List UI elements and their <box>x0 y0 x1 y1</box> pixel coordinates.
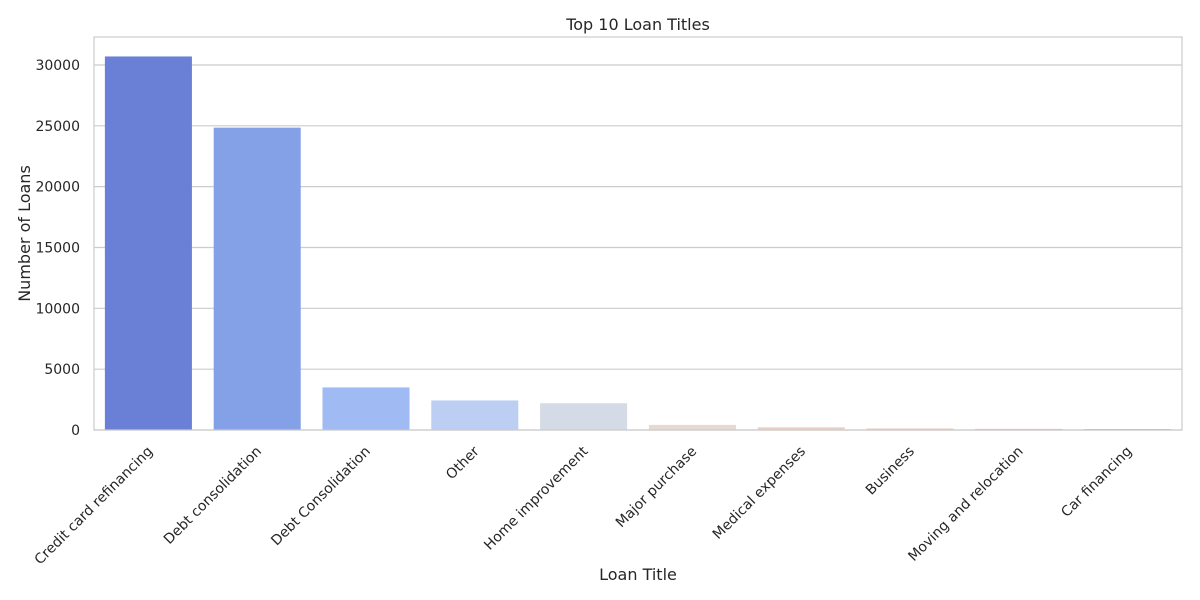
bar-medical-expenses <box>757 427 845 430</box>
chart-title: Top 10 Loan Titles <box>565 15 710 34</box>
x-tick-label: Business <box>863 444 918 499</box>
y-tick-label: 15000 <box>35 240 80 256</box>
bar-debt-consolidation <box>213 127 301 430</box>
y-tick-label: 30000 <box>35 58 80 74</box>
x-tick-label: Debt Consolidation <box>268 444 374 550</box>
x-tick-label: Debt consolidation <box>161 444 265 548</box>
bar-business <box>866 428 954 430</box>
bar-other <box>431 400 519 430</box>
bar-home-improvement <box>540 403 628 430</box>
x-axis-title: Loan Title <box>599 565 677 584</box>
x-tick-label: Moving and relocation <box>905 444 1026 565</box>
bars <box>104 56 1172 430</box>
x-tick-labels: Credit card refinancing Debt consolidatio… <box>32 443 1136 568</box>
plot-frame <box>93 36 1183 431</box>
y-tick-label: 10000 <box>35 301 80 317</box>
x-tick-label: Credit card refinancing <box>32 444 157 569</box>
y-tick-label: 5000 <box>44 362 80 378</box>
y-tick-label: 20000 <box>35 180 80 196</box>
y-axis-title: Number of Loans <box>15 165 34 302</box>
x-tick-label: Medical expenses <box>710 444 809 543</box>
x-tick-label: Home improvement <box>481 443 591 553</box>
y-tick-labels: 0 5000 10000 15000 20000 25000 30000 <box>35 58 80 439</box>
x-tick-label: Other <box>443 443 483 483</box>
x-tick-label: Major purchase <box>613 444 700 531</box>
y-tick-label: 0 <box>71 423 80 439</box>
x-tick-label: Car financing <box>1058 444 1135 521</box>
bar-major-purchase <box>648 424 736 430</box>
bar-debt-consolidation <box>322 387 410 430</box>
y-tick-label: 25000 <box>35 119 80 135</box>
bar-credit-card-refinancing <box>104 56 192 430</box>
